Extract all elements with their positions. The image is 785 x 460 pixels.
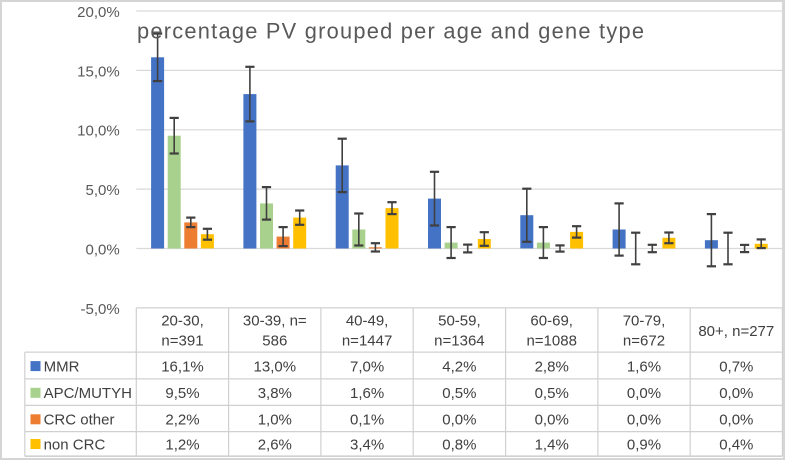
svg-text:70-79,: 70-79, [623, 313, 666, 330]
svg-text:0,9%: 0,9% [627, 436, 661, 453]
svg-text:n=391: n=391 [161, 332, 203, 349]
svg-text:0,1%: 0,1% [350, 412, 384, 429]
svg-text:0,5%: 0,5% [442, 385, 476, 402]
svg-text:2,8%: 2,8% [535, 358, 569, 375]
svg-text:16,1%: 16,1% [161, 358, 204, 375]
svg-text:0,0%: 0,0% [627, 412, 661, 429]
svg-text:15,0%: 15,0% [77, 63, 120, 80]
svg-text:9,5%: 9,5% [165, 385, 199, 402]
svg-text:0,0%: 0,0% [85, 241, 119, 258]
svg-text:10,0%: 10,0% [77, 123, 120, 140]
svg-text:7,0%: 7,0% [350, 358, 384, 375]
svg-text:1,4%: 1,4% [535, 436, 569, 453]
svg-text:3,4%: 3,4% [350, 436, 384, 453]
svg-text:non CRC: non CRC [44, 436, 106, 453]
svg-text:-5,0%: -5,0% [81, 301, 120, 318]
svg-text:0,4%: 0,4% [719, 436, 753, 453]
svg-text:1,2%: 1,2% [165, 436, 199, 453]
svg-text:60-69,: 60-69, [530, 313, 573, 330]
svg-text:4,2%: 4,2% [442, 358, 476, 375]
svg-text:40-49,: 40-49, [346, 313, 389, 330]
svg-text:13,0%: 13,0% [254, 358, 297, 375]
svg-text:n=1364: n=1364 [434, 332, 484, 349]
svg-text:20,0%: 20,0% [77, 4, 120, 21]
svg-text:50-59,: 50-59, [438, 313, 481, 330]
svg-text:1,6%: 1,6% [350, 385, 384, 402]
svg-text:20-30,: 20-30, [161, 313, 204, 330]
svg-text:5,0%: 5,0% [85, 182, 119, 199]
svg-text:3,8%: 3,8% [258, 385, 292, 402]
svg-text:0,0%: 0,0% [535, 412, 569, 429]
svg-text:0,5%: 0,5% [535, 385, 569, 402]
svg-text:80+, n=277: 80+, n=277 [698, 323, 774, 340]
svg-text:2,2%: 2,2% [165, 412, 199, 429]
svg-text:1,6%: 1,6% [627, 358, 661, 375]
svg-text:0,0%: 0,0% [719, 385, 753, 402]
svg-text:n=1447: n=1447 [342, 332, 392, 349]
svg-text:586: 586 [262, 332, 287, 349]
svg-text:CRC other: CRC other [44, 412, 115, 429]
svg-text:1,0%: 1,0% [258, 412, 292, 429]
svg-text:APC/MUTYH: APC/MUTYH [44, 385, 132, 402]
svg-text:0,0%: 0,0% [627, 385, 661, 402]
svg-text:percentage PV grouped per age: percentage PV grouped per age and gene t… [137, 19, 645, 44]
svg-text:n=1088: n=1088 [526, 332, 576, 349]
svg-text:2,6%: 2,6% [258, 436, 292, 453]
svg-text:n=672: n=672 [623, 332, 665, 349]
svg-text:30-39, n=: 30-39, n= [243, 313, 307, 330]
svg-text:0,0%: 0,0% [442, 412, 476, 429]
svg-text:0,8%: 0,8% [442, 436, 476, 453]
svg-text:0,0%: 0,0% [719, 412, 753, 429]
svg-text:MMR: MMR [44, 358, 80, 375]
svg-text:0,7%: 0,7% [719, 358, 753, 375]
